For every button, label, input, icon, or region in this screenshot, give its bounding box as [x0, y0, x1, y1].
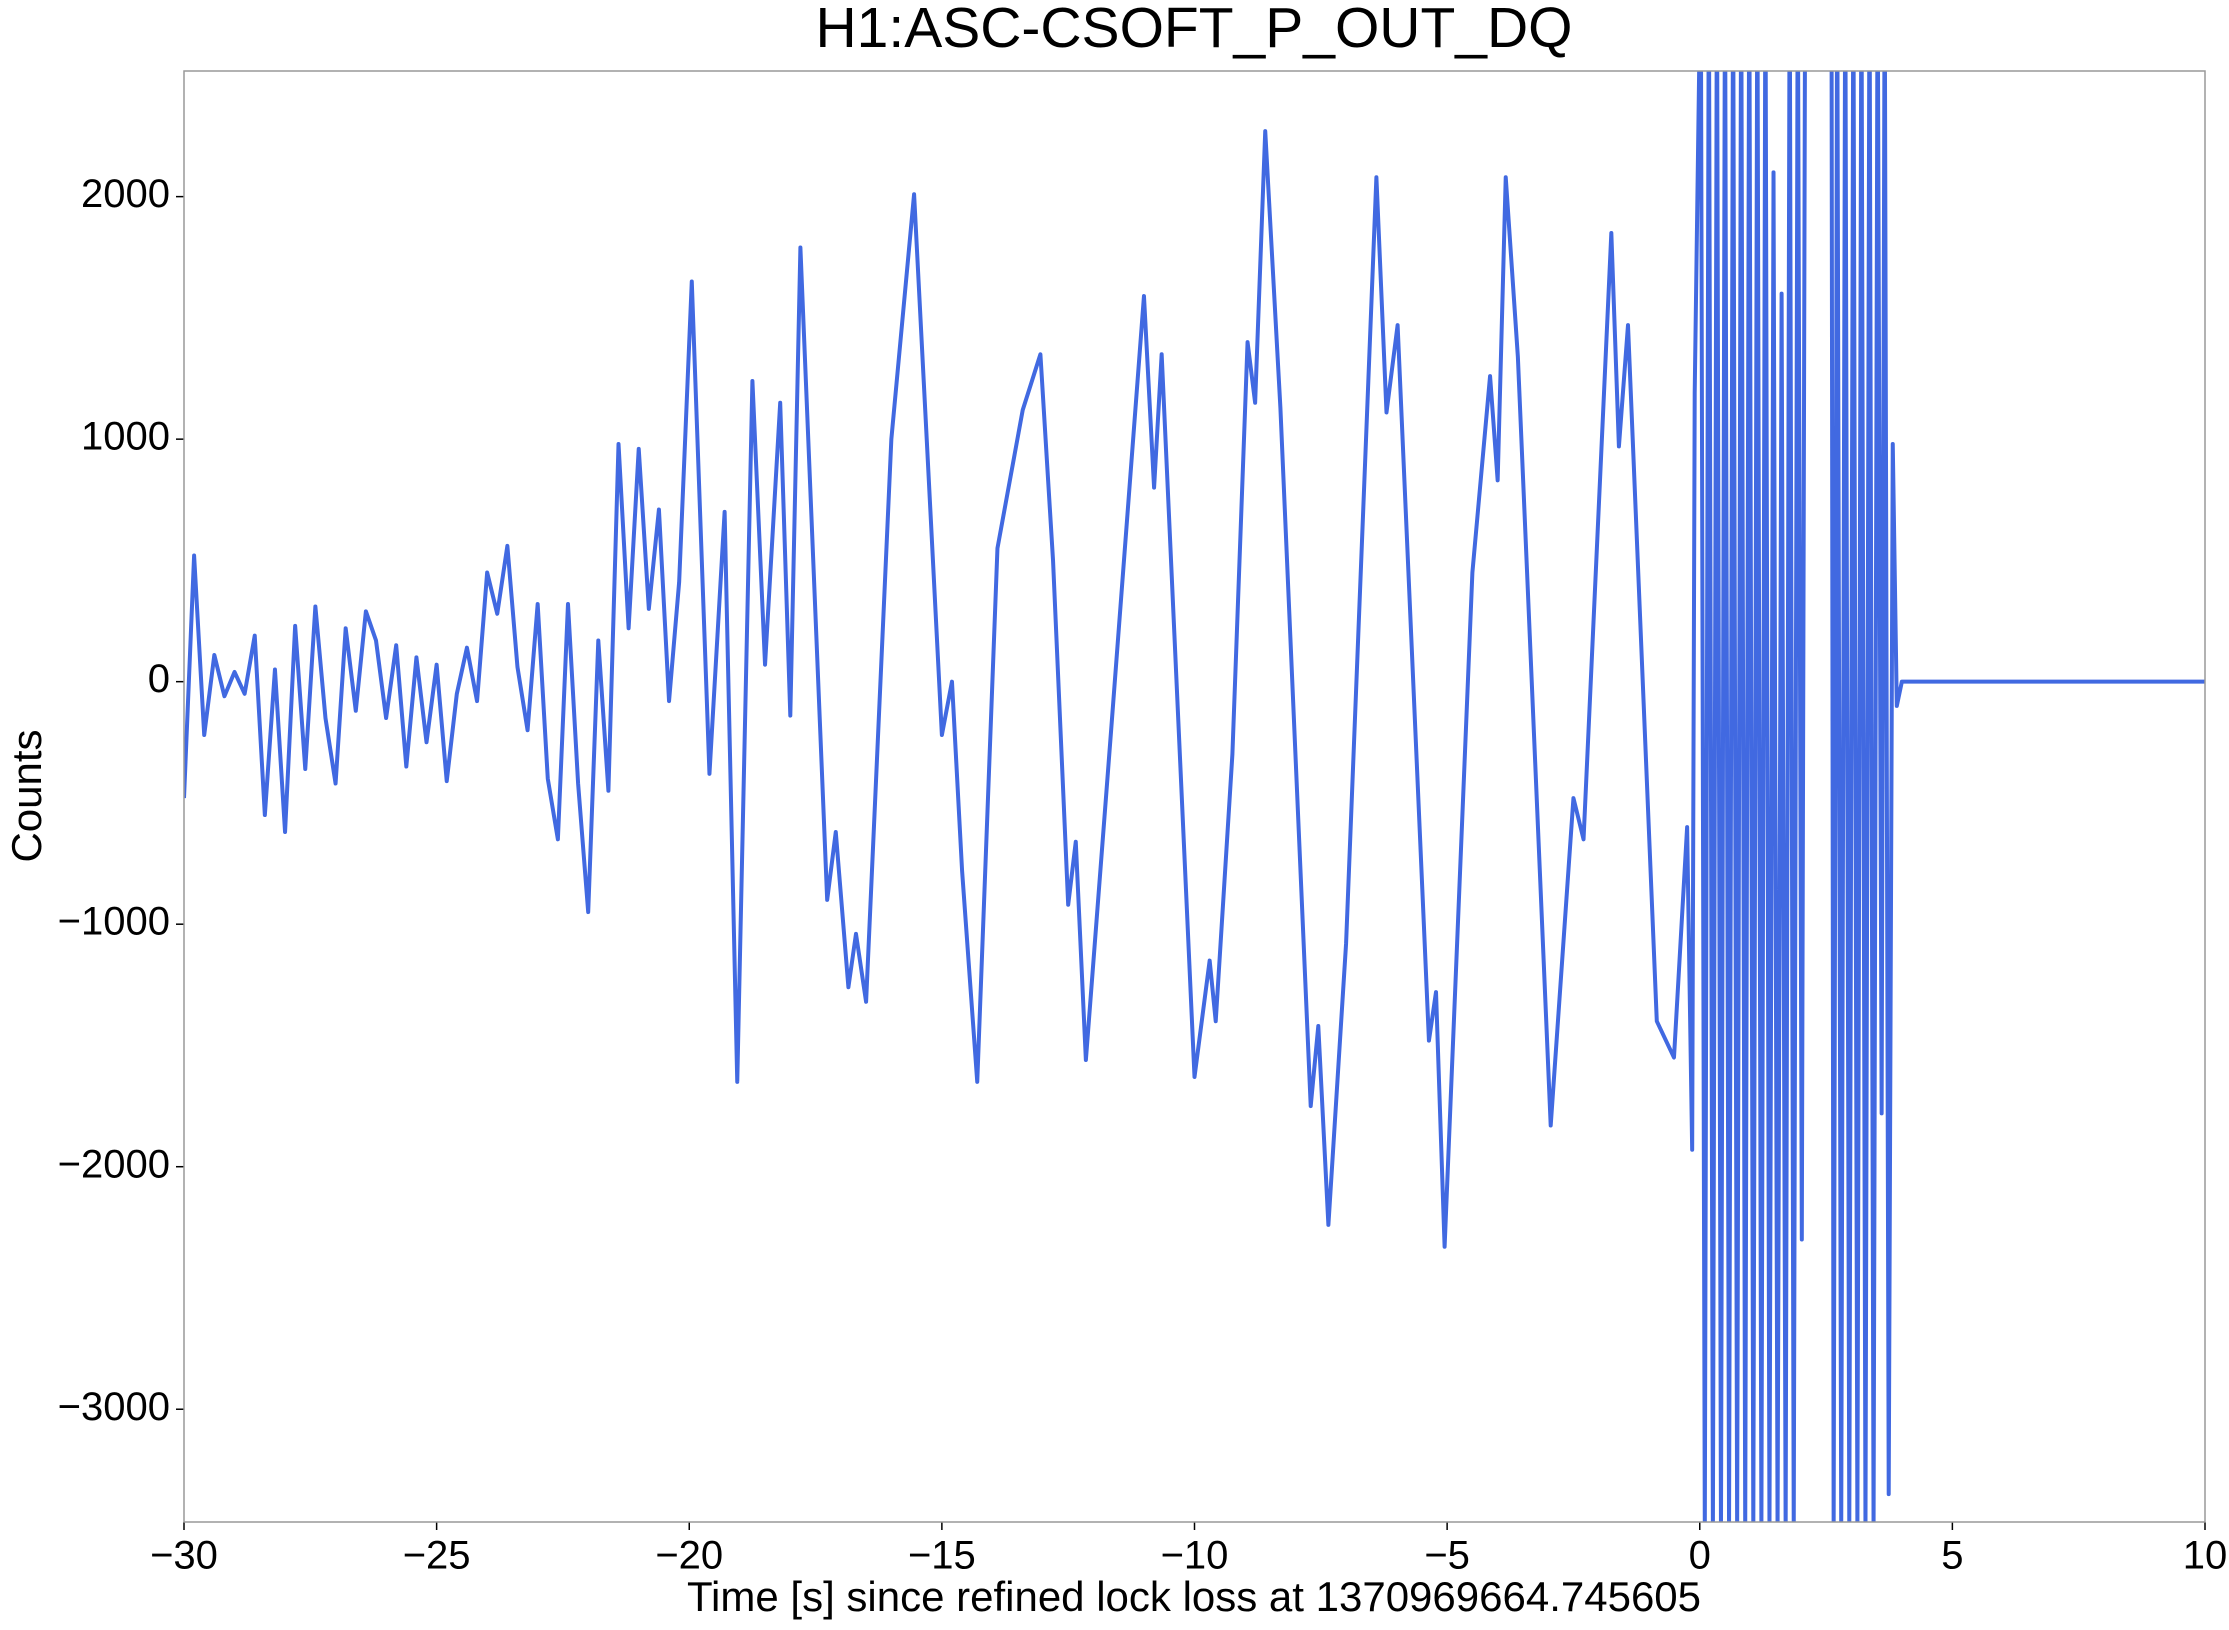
x-tick-label: −15: [908, 1534, 976, 1578]
x-tick-label: −10: [1161, 1534, 1229, 1578]
x-tick-label: −5: [1424, 1534, 1470, 1578]
data-line: [184, 71, 2205, 1522]
x-tick-label: 0: [1689, 1534, 1711, 1578]
x-tick-label: −25: [403, 1534, 471, 1578]
x-tick-label: −20: [655, 1534, 723, 1578]
y-axis-label: Counts: [3, 729, 50, 862]
y-tick-label: 1000: [81, 415, 170, 459]
y-tick-label: −2000: [58, 1142, 170, 1186]
x-tick-label: 10: [2183, 1534, 2228, 1578]
x-axis-label: Time [s] since refined lock loss at 1370…: [687, 1573, 1701, 1620]
y-tick-label: −3000: [58, 1385, 170, 1429]
y-tick-label: 0: [148, 657, 170, 701]
x-tick-label: −30: [150, 1534, 218, 1578]
y-tick-label: −1000: [58, 900, 170, 944]
chart-title: H1:ASC-CSOFT_P_OUT_DQ: [816, 0, 1573, 60]
plot-frame: [183, 70, 2206, 1523]
y-tick-label: 2000: [81, 172, 170, 216]
x-tick-label: 5: [1941, 1534, 1963, 1578]
